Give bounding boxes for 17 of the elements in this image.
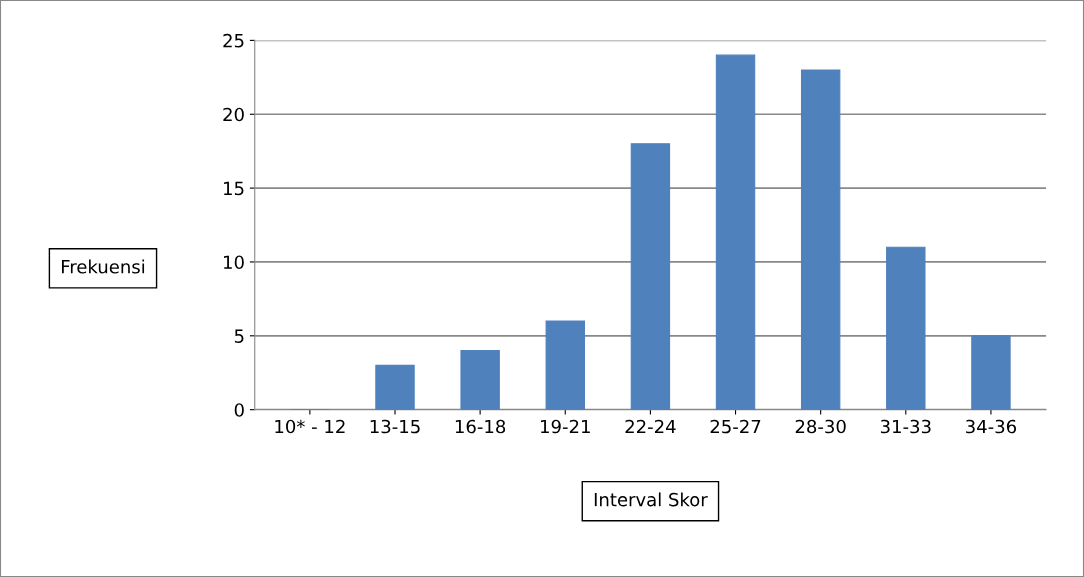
y-axis-title: Frekuensi — [62, 259, 145, 274]
y-tick-label: 25 — [223, 33, 244, 48]
x-tick-label: 22-24 — [625, 419, 676, 434]
y-tick-label: 5 — [234, 329, 244, 343]
y-tick-label: 15 — [224, 181, 244, 196]
x-axis-title: Interval Skor — [594, 492, 708, 507]
x-tick-label: 28-30 — [795, 419, 846, 434]
x-tick-label: 13-15 — [370, 419, 420, 434]
x-tick-label: 34-36 — [966, 419, 1017, 434]
x-tick-label: 10* - 12 — [275, 419, 345, 434]
y-tick-label: 0 — [234, 403, 244, 417]
x-tick-label: 31-33 — [880, 419, 931, 434]
x-tick-label: 25-27 — [710, 419, 761, 434]
y-tick-label: 20 — [223, 107, 244, 122]
x-tick-label: 16-18 — [455, 419, 506, 434]
x-tick-label: 19-21 — [541, 419, 590, 434]
y-tick-label: 10 — [224, 255, 244, 270]
